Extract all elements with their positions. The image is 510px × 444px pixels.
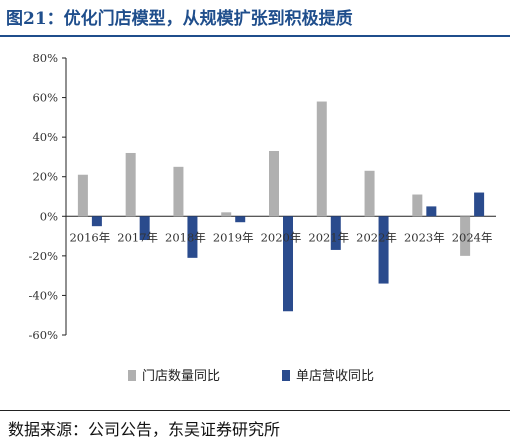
x-tick-label: 2022年 <box>356 230 397 244</box>
bar-store-count-yoy <box>460 216 471 256</box>
bar-per-store-revenue-yoy <box>139 216 150 241</box>
bar-per-store-revenue-yoy <box>235 216 246 223</box>
chart-title: 图21：优化门店模型，从规模扩张到积极提质 <box>6 9 353 29</box>
y-tick-label: -60% <box>29 328 59 342</box>
bar-per-store-revenue-yoy <box>187 216 198 258</box>
bar-store-count-yoy <box>269 150 279 217</box>
bar-per-store-revenue-yoy <box>91 216 102 227</box>
bar-store-count-yoy <box>173 166 184 217</box>
x-tick-label: 2020年 <box>261 230 302 244</box>
y-tick-label: 60% <box>32 91 58 105</box>
title-bar: 图21：优化门店模型，从规模扩张到积极提质 <box>0 0 510 40</box>
bar-per-store-revenue-yoy <box>378 216 389 284</box>
x-tick-label: 2017年 <box>117 230 158 244</box>
bar-store-count-yoy <box>125 152 136 217</box>
legend-label: 单店营收同比 <box>296 369 374 384</box>
source-divider <box>0 410 510 411</box>
x-tick-label: 2018年 <box>165 230 206 244</box>
tick-labels: 80% 60% 40% 20% 0% -20% -40% -60% 2016年 2017年 2018… <box>29 51 493 342</box>
y-tick-label: 80% <box>32 51 58 65</box>
bar-per-store-revenue-yoy <box>330 216 341 250</box>
axes <box>62 57 496 336</box>
bar-store-count-yoy <box>364 170 375 217</box>
legend: 门店数量同比 单店营收同比 <box>128 369 374 384</box>
bar-store-count-yoy <box>412 194 423 217</box>
bar-store-count-yoy <box>221 212 232 217</box>
bar-store-count-yoy <box>316 101 327 217</box>
x-tick-label: 2024年 <box>452 230 493 244</box>
bar-per-store-revenue-yoy <box>426 206 437 217</box>
y-tick-label: 20% <box>32 170 58 184</box>
x-tick-label: 2023年 <box>404 230 445 244</box>
y-tick-label: -40% <box>29 288 59 302</box>
x-tick-label: 2021年 <box>308 230 349 244</box>
legend-label: 门店数量同比 <box>142 369 220 384</box>
bar-chart: 80% 60% 40% 20% 0% -20% -40% -60% 2016年 2017年 2018… <box>29 51 496 384</box>
x-tick-label: 2019年 <box>213 230 254 244</box>
title-divider <box>0 35 510 37</box>
y-tick-label: 0% <box>40 209 58 223</box>
bar-per-store-revenue-yoy <box>283 216 293 312</box>
bars <box>77 101 485 312</box>
x-tick-label: 2016年 <box>69 230 110 244</box>
y-tick-label: -20% <box>29 249 59 263</box>
legend-swatch <box>282 370 290 381</box>
bar-per-store-revenue-yoy <box>474 192 485 217</box>
legend-swatch <box>128 370 136 381</box>
source-note: 数据来源：公司公告，东吴证券研究所 <box>8 420 281 439</box>
y-tick-label: 40% <box>32 130 58 144</box>
bar-store-count-yoy <box>77 174 88 217</box>
